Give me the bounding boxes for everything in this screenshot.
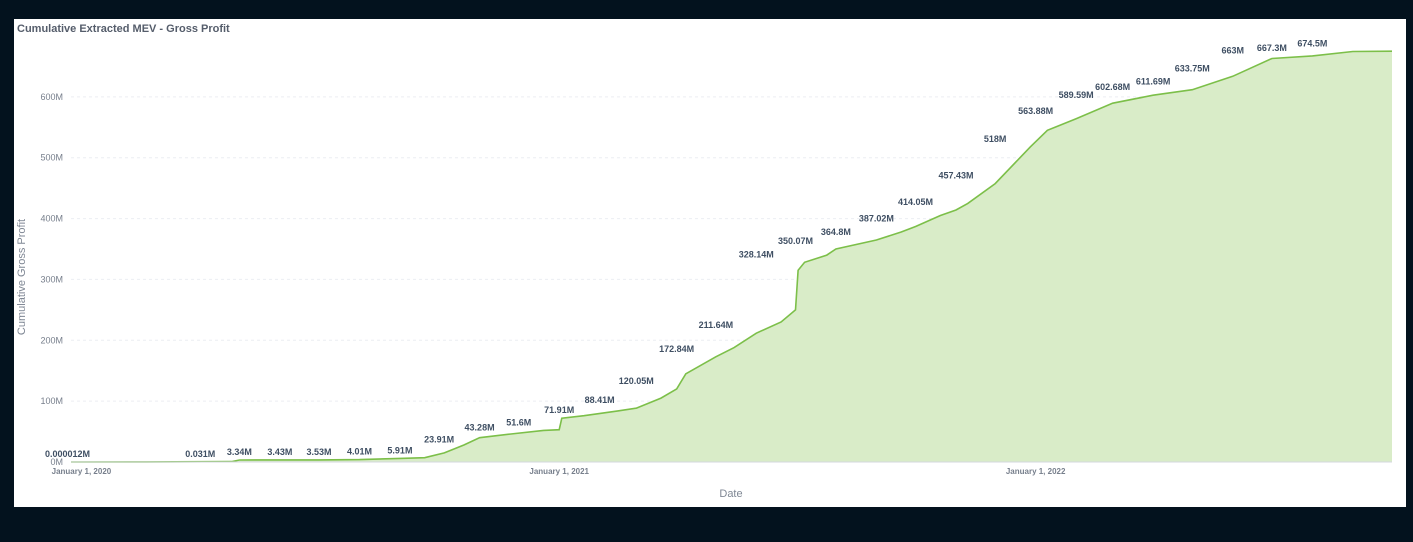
- data-label: 602.68M: [1095, 82, 1130, 92]
- data-label: 589.59M: [1059, 90, 1094, 100]
- data-label: 563.88M: [1018, 106, 1053, 116]
- area-fill: [71, 51, 1392, 462]
- y-tick-label: 300M: [40, 274, 63, 284]
- data-label: 518M: [984, 134, 1007, 144]
- data-label: 0.031M: [185, 449, 215, 459]
- y-tick-label: 200M: [40, 335, 63, 345]
- data-label: 51.6M: [506, 418, 531, 428]
- data-label: 663M: [1221, 46, 1244, 56]
- data-label: 457.43M: [939, 171, 974, 181]
- y-axis-title: Cumulative Gross Profit: [16, 219, 28, 335]
- data-label: 387.02M: [859, 213, 894, 223]
- x-tick-label: January 1, 2022: [1006, 467, 1066, 476]
- x-axis-title: Date: [719, 488, 742, 500]
- data-label: 674.5M: [1297, 39, 1327, 49]
- plot-area: [70, 50, 1393, 463]
- data-label: 0.000012M: [45, 449, 90, 459]
- data-label: 71.91M: [544, 405, 574, 415]
- y-tick-label: 400M: [40, 214, 63, 224]
- data-label: 172.84M: [659, 344, 694, 354]
- chart-title: Cumulative Extracted MEV - Gross Profit: [17, 23, 230, 35]
- x-axis: January 1, 2020 January 1, 2021 January 1,…: [52, 461, 1392, 476]
- data-labels: 0.000012M 0.031M 3.34M 3.43M 3.53M 4.01M 5.91M…: [45, 39, 1327, 459]
- y-tick-label: 100M: [40, 396, 63, 406]
- chart-panel: Cumulative Extracted MEV - Gross Profit …: [14, 19, 1406, 507]
- data-label: 364.8M: [821, 227, 851, 237]
- y-tick-label: 600M: [40, 92, 63, 102]
- x-tick-label: January 1, 2020: [52, 467, 112, 476]
- series-line: [70, 50, 1393, 463]
- data-label: 3.34M: [227, 447, 252, 457]
- data-label: 3.43M: [267, 447, 292, 457]
- data-label: 5.91M: [387, 445, 412, 455]
- data-label: 350.07M: [778, 236, 813, 246]
- y-tick-label: 0M: [50, 457, 63, 467]
- data-label: 4.01M: [347, 447, 372, 457]
- data-label: 633.75M: [1175, 63, 1210, 73]
- y-tick-label: 500M: [40, 153, 63, 163]
- data-label: 43.28M: [465, 423, 495, 433]
- data-label: 120.05M: [619, 376, 654, 386]
- data-label: 414.05M: [898, 197, 933, 207]
- chart-svg: 0M 100M 200M 300M 400M 500M 600M January 1, 20…: [16, 39, 1393, 500]
- y-axis: 0M 100M 200M 300M 400M 500M 600M: [40, 92, 63, 467]
- data-label: 328.14M: [739, 249, 774, 259]
- data-label: 611.69M: [1136, 77, 1171, 87]
- x-tick-label: January 1, 2021: [529, 467, 589, 476]
- data-label: 23.91M: [424, 434, 454, 444]
- data-label: 3.53M: [307, 447, 332, 457]
- data-label: 667.3M: [1257, 43, 1287, 53]
- data-label: 211.64M: [699, 320, 734, 330]
- data-label: 88.41M: [585, 395, 615, 405]
